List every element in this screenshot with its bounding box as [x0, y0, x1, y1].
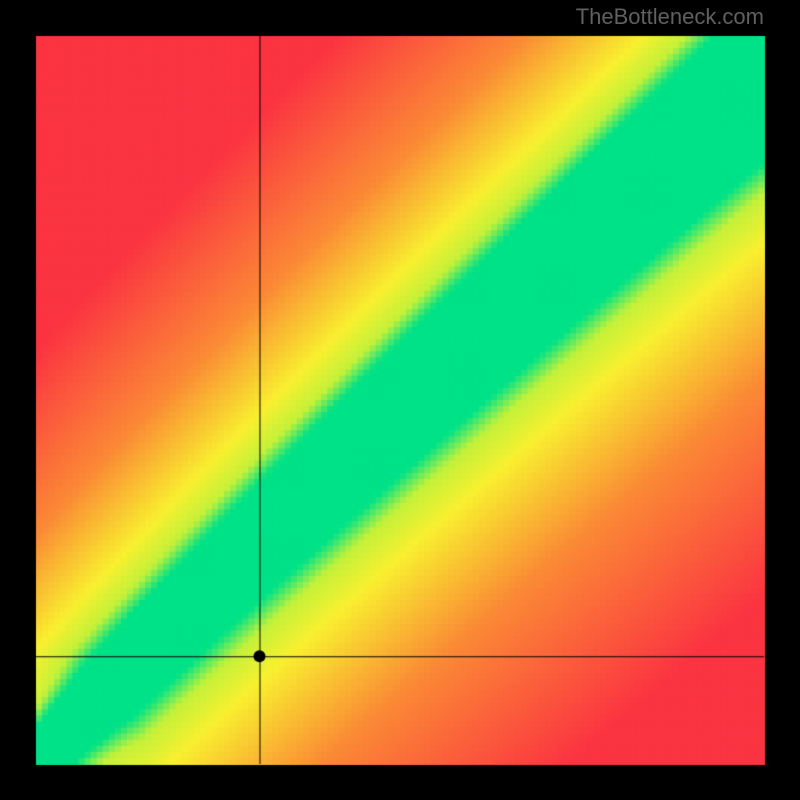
chart-container: TheBottleneck.com	[0, 0, 800, 800]
bottleneck-heatmap	[0, 0, 800, 800]
watermark-text: TheBottleneck.com	[576, 4, 764, 30]
